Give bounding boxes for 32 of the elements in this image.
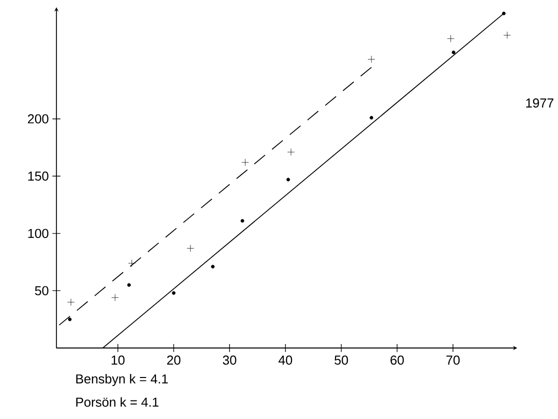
point (128, 260, 136, 267)
point (447, 34, 454, 42)
y-tick-label: 150 (28, 172, 48, 181)
point (452, 50, 456, 54)
x-tick-label: 60 (390, 356, 404, 365)
y-tick-label: 200 (28, 114, 48, 124)
point (67, 298, 75, 306)
point (186, 244, 194, 252)
text: Bensbyn k = 4.1 (76, 374, 168, 386)
x-tick-label: 70 (446, 356, 460, 365)
point (68, 318, 72, 322)
point (242, 158, 249, 166)
point (286, 178, 290, 182)
point (240, 219, 244, 223)
point (127, 283, 131, 287)
point (503, 32, 511, 39)
y-tick-label: 50 (35, 286, 48, 296)
point (172, 291, 176, 295)
point (370, 116, 374, 120)
y-tick-label: 100 (28, 228, 48, 238)
x-tick-label: 20 (167, 356, 180, 365)
text: 1977 (526, 98, 554, 108)
point (287, 148, 295, 156)
x-tick-label: 30 (222, 356, 236, 365)
point (111, 294, 119, 302)
text: Porsön k = 4.1 (76, 397, 158, 407)
point (502, 12, 506, 16)
x-tick-label: 40 (278, 356, 292, 365)
x-tick-label: 10 (112, 356, 125, 365)
x-tick-label: 50 (334, 356, 348, 365)
point (368, 56, 376, 63)
point (211, 264, 215, 268)
